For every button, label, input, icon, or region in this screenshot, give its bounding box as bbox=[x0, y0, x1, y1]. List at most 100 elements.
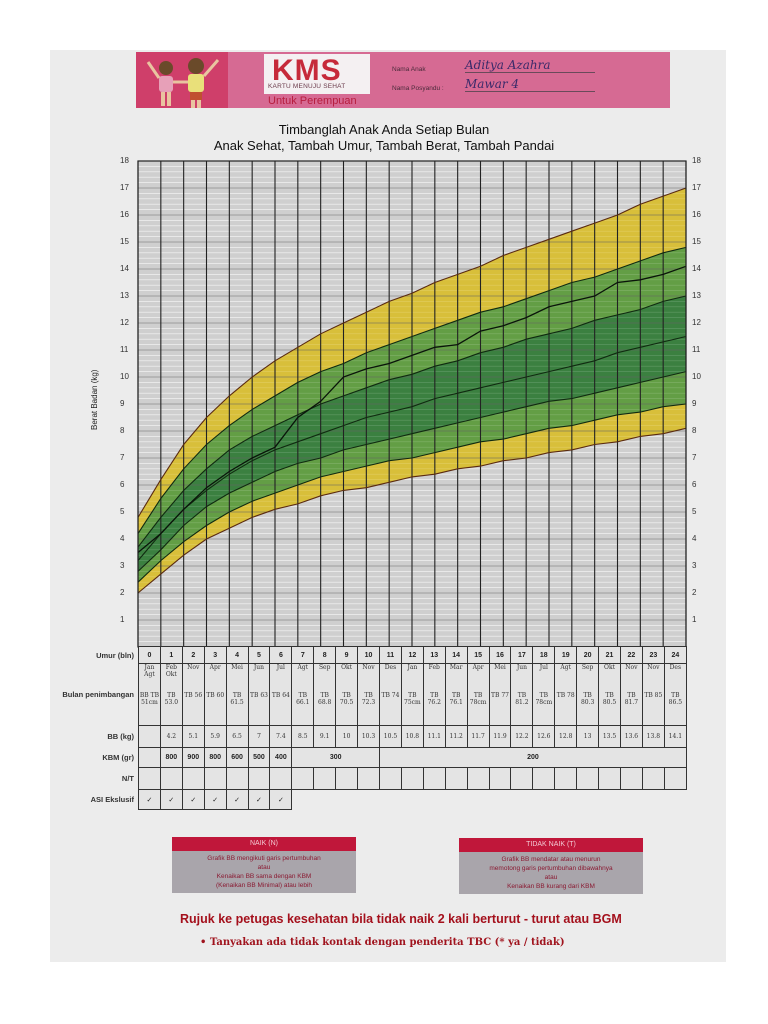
nt-cell[interactable] bbox=[488, 767, 512, 790]
y-tick-label: 2 bbox=[120, 588, 125, 597]
month-cell[interactable]: Des TB 74 bbox=[379, 663, 402, 726]
nt-cell[interactable] bbox=[554, 767, 578, 790]
nt-cell[interactable] bbox=[313, 767, 337, 790]
child-name-field[interactable]: Aditya Azahra bbox=[465, 58, 595, 73]
bb-cell[interactable]: 13 bbox=[576, 725, 600, 748]
nt-cell[interactable] bbox=[379, 767, 402, 790]
month-cell[interactable]: Agt TB 66.1 bbox=[291, 663, 315, 726]
month-cell[interactable]: Feb Okt TB 53.0 bbox=[159, 663, 183, 726]
asi-checkbox[interactable]: ✓ bbox=[269, 789, 293, 810]
bb-cell[interactable]: 11.7 bbox=[466, 725, 490, 748]
month-cell[interactable]: Des TB 86.5 bbox=[663, 663, 687, 726]
bb-cell[interactable]: 9.1 bbox=[313, 725, 337, 748]
posyandu-field[interactable]: Mawar 4 bbox=[465, 77, 595, 92]
asi-checkbox[interactable]: ✓ bbox=[138, 789, 161, 810]
naik-line: atau bbox=[257, 864, 271, 871]
month-cell[interactable]: Jan TB 75cm bbox=[400, 663, 424, 726]
bb-cell[interactable]: 10.5 bbox=[379, 725, 402, 748]
month-cell[interactable]: Jun TB 63 bbox=[247, 663, 271, 726]
age-cell: 17 bbox=[510, 646, 534, 664]
bb-cell[interactable]: 12.8 bbox=[554, 725, 578, 748]
y-tick-label: 10 bbox=[692, 372, 701, 381]
month-cell[interactable]: Apr TB 60 bbox=[203, 663, 227, 726]
asi-checkbox[interactable]: ✓ bbox=[247, 789, 271, 810]
bb-cell[interactable]: 13.5 bbox=[598, 725, 621, 748]
y-tick-label: 5 bbox=[120, 507, 125, 516]
bb-cell[interactable]: 5.9 bbox=[203, 725, 227, 748]
nt-cell[interactable] bbox=[269, 767, 293, 790]
month-cell[interactable]: Agt TB 78 bbox=[554, 663, 578, 726]
month-cell[interactable]: Mei TB 61.5 bbox=[225, 663, 249, 726]
asi-checkbox[interactable]: ✓ bbox=[181, 789, 205, 810]
child-weight-line bbox=[137, 265, 687, 554]
month-cell[interactable]: Apr TB 78cm bbox=[466, 663, 490, 726]
nt-cell[interactable] bbox=[576, 767, 600, 790]
y-tick-label: 8 bbox=[692, 426, 697, 435]
age-cell: 5 bbox=[247, 646, 271, 664]
age-cell: 18 bbox=[532, 646, 556, 664]
month-cell[interactable]: Feb TB 76.2 bbox=[422, 663, 446, 726]
nt-cell[interactable] bbox=[532, 767, 556, 790]
month-cell[interactable]: Okt TB 80.5 bbox=[598, 663, 621, 726]
month-cell[interactable]: Sep TB 68.8 bbox=[313, 663, 337, 726]
month-cell[interactable]: Nov TB 85 bbox=[641, 663, 665, 726]
month-cell[interactable]: Jun TB 81.2 bbox=[510, 663, 534, 726]
bb-cell[interactable]: 13.8 bbox=[641, 725, 665, 748]
month-cell[interactable]: Sep TB 80.3 bbox=[576, 663, 600, 726]
bb-cell[interactable]: 11.2 bbox=[444, 725, 468, 748]
nt-cell[interactable] bbox=[291, 767, 315, 790]
nt-cell[interactable] bbox=[335, 767, 359, 790]
nt-cell[interactable] bbox=[510, 767, 534, 790]
asi-checkbox[interactable]: ✓ bbox=[225, 789, 249, 810]
nt-cell[interactable] bbox=[138, 767, 161, 790]
nt-cell[interactable] bbox=[663, 767, 687, 790]
month-cell[interactable]: Mei TB 77 bbox=[488, 663, 512, 726]
nt-cell[interactable] bbox=[181, 767, 205, 790]
nt-cell[interactable] bbox=[357, 767, 381, 790]
nt-cell[interactable] bbox=[598, 767, 621, 790]
bb-cell[interactable]: 10.8 bbox=[400, 725, 424, 748]
asi-empty bbox=[292, 790, 314, 810]
nt-cell[interactable] bbox=[619, 767, 643, 790]
age-cell: 0 bbox=[138, 646, 161, 664]
bb-cell[interactable]: 7.4 bbox=[269, 725, 293, 748]
month-cell[interactable]: Jul TB 64 bbox=[269, 663, 293, 726]
month-cell[interactable]: Nov TB 56 bbox=[181, 663, 205, 726]
nt-cell[interactable] bbox=[641, 767, 665, 790]
bb-cell[interactable]: 14.1 bbox=[663, 725, 687, 748]
bb-cell[interactable]: 7 bbox=[247, 725, 271, 748]
month-cell[interactable]: Okt TB 70.5 bbox=[335, 663, 359, 726]
reference-curve bbox=[137, 335, 687, 561]
month-cell[interactable]: Mar TB 76.1 bbox=[444, 663, 468, 726]
nt-cell[interactable] bbox=[444, 767, 468, 790]
bb-cell[interactable]: 5.1 bbox=[181, 725, 205, 748]
bb-cell[interactable]: 13.6 bbox=[619, 725, 643, 748]
month-cell[interactable]: Nov TB 81.7 bbox=[619, 663, 643, 726]
nt-cell[interactable] bbox=[225, 767, 249, 790]
bb-cell[interactable]: 4.2 bbox=[159, 725, 183, 748]
nt-cell[interactable] bbox=[159, 767, 183, 790]
month-cell[interactable]: Jan Agt BB TB 51cm bbox=[138, 663, 161, 726]
nt-cell[interactable] bbox=[422, 767, 446, 790]
nt-cell[interactable] bbox=[203, 767, 227, 790]
asi-checkbox[interactable]: ✓ bbox=[159, 789, 183, 810]
nt-cell[interactable] bbox=[247, 767, 271, 790]
bb-cell[interactable]: 12.2 bbox=[510, 725, 534, 748]
bb-cell[interactable]: 10.3 bbox=[357, 725, 381, 748]
month-cell[interactable]: Jul TB 78cm bbox=[532, 663, 556, 726]
month-cell[interactable]: Nov TB 72.3 bbox=[357, 663, 381, 726]
bb-cell[interactable]: 11.1 bbox=[422, 725, 446, 748]
nt-cell[interactable] bbox=[466, 767, 490, 790]
bb-cell[interactable]: 6.5 bbox=[225, 725, 249, 748]
nt-cell[interactable] bbox=[400, 767, 424, 790]
asi-empty bbox=[533, 790, 555, 810]
asi-empty bbox=[423, 790, 445, 810]
bb-cell[interactable]: 8.5 bbox=[291, 725, 315, 748]
naik-box: NAIK (N) Grafik BB mengikuti garis pertu… bbox=[172, 837, 356, 893]
bb-cell[interactable]: 10 bbox=[335, 725, 359, 748]
asi-checkbox[interactable]: ✓ bbox=[203, 789, 227, 810]
bb-cell[interactable] bbox=[138, 725, 161, 748]
kbm-cell-200: 200 bbox=[379, 747, 687, 768]
bb-cell[interactable]: 11.9 bbox=[488, 725, 512, 748]
bb-cell[interactable]: 12.6 bbox=[532, 725, 556, 748]
